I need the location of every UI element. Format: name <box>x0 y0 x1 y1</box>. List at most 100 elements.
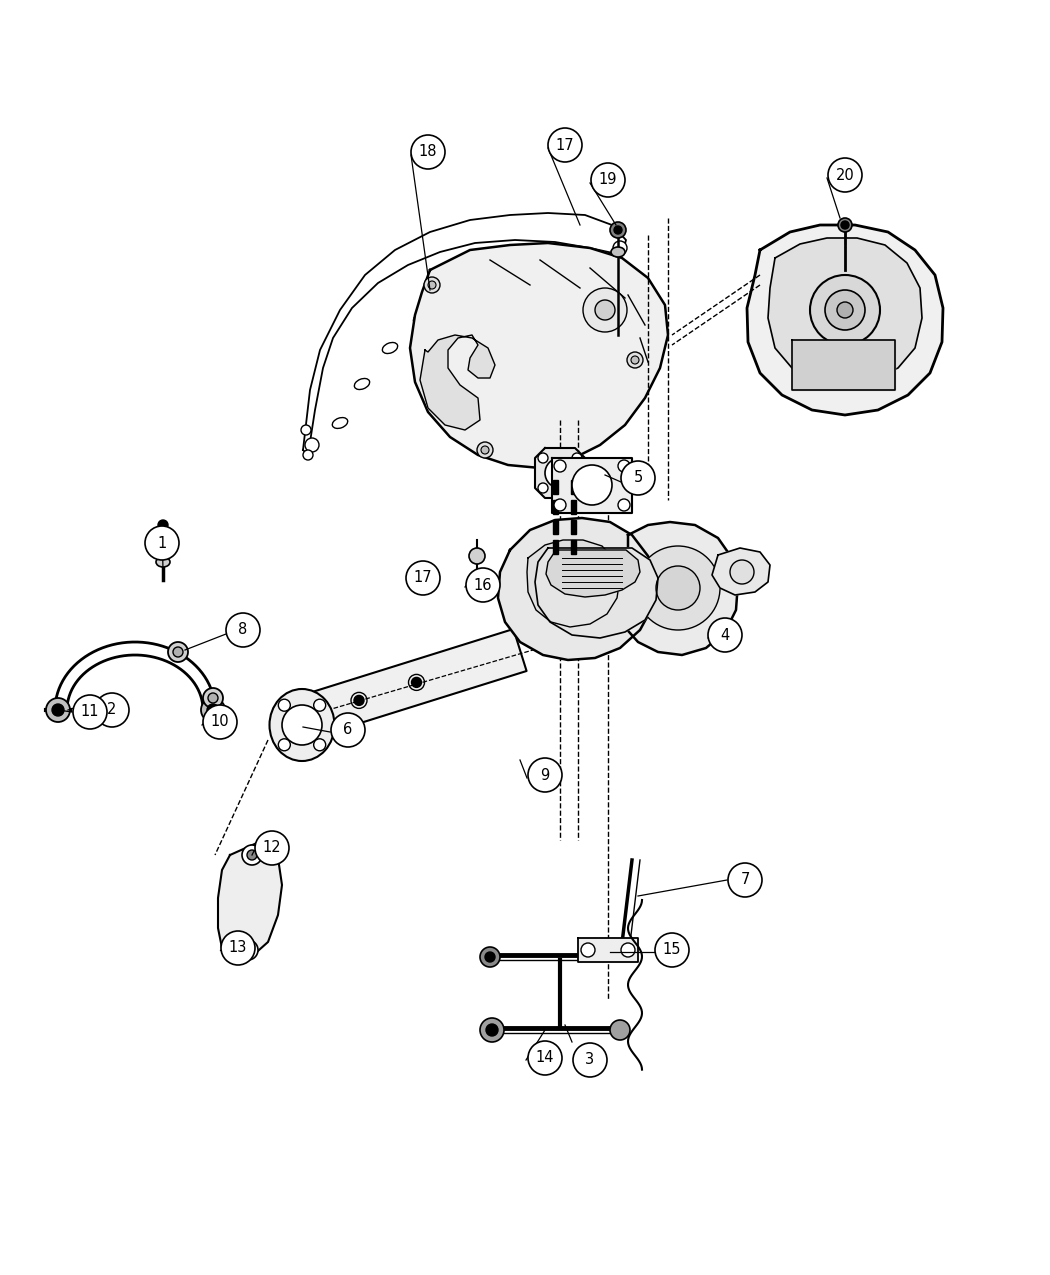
Circle shape <box>428 280 436 289</box>
Circle shape <box>354 695 364 705</box>
Circle shape <box>656 566 700 609</box>
Circle shape <box>406 561 440 595</box>
Circle shape <box>173 646 183 657</box>
Circle shape <box>627 352 643 368</box>
Circle shape <box>572 453 582 463</box>
Ellipse shape <box>270 688 335 761</box>
Circle shape <box>411 135 445 170</box>
Circle shape <box>278 699 290 711</box>
Circle shape <box>480 1017 504 1042</box>
Polygon shape <box>536 548 658 638</box>
Circle shape <box>158 520 168 530</box>
Polygon shape <box>498 518 655 660</box>
Text: 3: 3 <box>586 1052 594 1067</box>
Circle shape <box>545 458 575 488</box>
Text: 12: 12 <box>262 840 281 856</box>
Circle shape <box>583 288 627 332</box>
Text: 17: 17 <box>414 570 433 585</box>
Circle shape <box>573 1043 607 1077</box>
Text: 13: 13 <box>229 941 247 955</box>
Circle shape <box>581 944 595 958</box>
Polygon shape <box>284 629 526 743</box>
Circle shape <box>247 850 257 861</box>
Text: 14: 14 <box>536 1051 554 1066</box>
Text: 6: 6 <box>343 723 353 737</box>
Circle shape <box>554 499 566 511</box>
Text: 19: 19 <box>598 172 617 187</box>
Polygon shape <box>303 213 626 455</box>
Circle shape <box>94 694 129 727</box>
Ellipse shape <box>571 255 587 265</box>
Ellipse shape <box>354 379 370 390</box>
Circle shape <box>282 705 322 745</box>
Polygon shape <box>578 938 638 963</box>
Circle shape <box>655 933 689 966</box>
Circle shape <box>208 694 218 703</box>
Text: 10: 10 <box>211 714 229 729</box>
Polygon shape <box>792 340 895 390</box>
Polygon shape <box>571 520 576 534</box>
Polygon shape <box>410 244 668 468</box>
Circle shape <box>424 277 440 293</box>
Circle shape <box>610 222 626 238</box>
Ellipse shape <box>156 543 170 553</box>
Circle shape <box>314 738 326 751</box>
Polygon shape <box>616 521 738 655</box>
Circle shape <box>538 483 548 493</box>
Text: 4: 4 <box>720 627 730 643</box>
Ellipse shape <box>534 261 551 273</box>
Text: 18: 18 <box>419 144 437 159</box>
Circle shape <box>481 446 489 454</box>
Circle shape <box>203 705 237 739</box>
Text: 1: 1 <box>158 536 167 551</box>
Circle shape <box>412 677 421 687</box>
Circle shape <box>838 218 852 232</box>
Circle shape <box>201 697 225 722</box>
Circle shape <box>466 567 500 602</box>
Circle shape <box>220 931 255 965</box>
Circle shape <box>255 831 289 864</box>
Text: 5: 5 <box>633 470 643 486</box>
Circle shape <box>314 699 326 711</box>
Text: 2: 2 <box>107 703 117 718</box>
Circle shape <box>477 442 493 458</box>
Circle shape <box>303 450 313 460</box>
Circle shape <box>572 483 582 493</box>
Circle shape <box>730 560 754 584</box>
Circle shape <box>810 275 880 346</box>
Ellipse shape <box>332 418 348 428</box>
Circle shape <box>618 460 630 472</box>
Circle shape <box>825 289 865 330</box>
Ellipse shape <box>495 272 511 284</box>
Circle shape <box>595 300 615 320</box>
Circle shape <box>469 548 485 564</box>
Circle shape <box>486 1024 498 1037</box>
Text: 7: 7 <box>740 872 750 887</box>
Circle shape <box>591 163 625 198</box>
Circle shape <box>610 1020 630 1040</box>
Circle shape <box>613 241 627 255</box>
Circle shape <box>572 465 612 505</box>
Circle shape <box>837 302 853 317</box>
Circle shape <box>728 863 762 898</box>
Circle shape <box>304 439 319 453</box>
Circle shape <box>243 945 253 955</box>
Polygon shape <box>571 479 576 493</box>
Circle shape <box>556 458 564 465</box>
Circle shape <box>636 546 720 630</box>
Circle shape <box>168 643 188 662</box>
Polygon shape <box>553 541 558 555</box>
Ellipse shape <box>156 557 170 567</box>
Text: 8: 8 <box>238 622 248 638</box>
Circle shape <box>242 845 262 864</box>
Circle shape <box>301 425 311 435</box>
Ellipse shape <box>454 289 470 301</box>
Text: 11: 11 <box>81 705 100 719</box>
Circle shape <box>528 759 562 792</box>
Polygon shape <box>546 550 640 597</box>
Circle shape <box>52 704 64 717</box>
Circle shape <box>46 697 70 722</box>
Circle shape <box>238 940 258 960</box>
Circle shape <box>278 738 290 751</box>
Polygon shape <box>571 500 576 514</box>
